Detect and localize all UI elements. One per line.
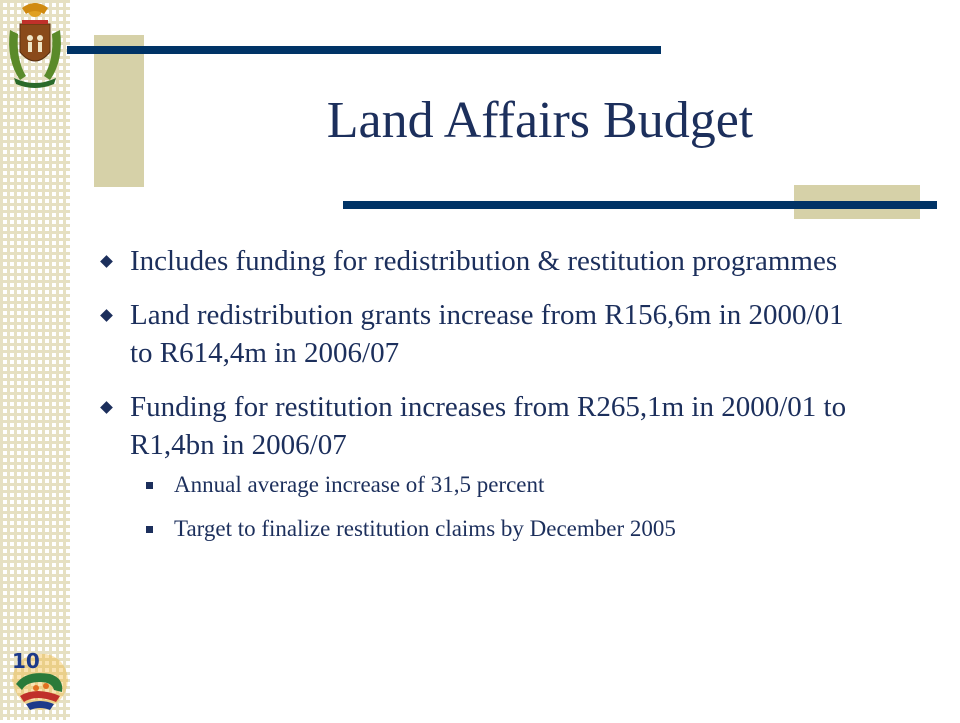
left-decorative-stripe — [0, 0, 70, 720]
diamond-bullet-icon — [100, 309, 113, 322]
sub-bullet-item: Annual average increase of 31,5 percent — [130, 468, 868, 502]
square-bullet-icon — [146, 482, 153, 489]
bullet-text: Includes funding for redistribution & re… — [130, 245, 838, 277]
svg-text:10: 10 — [12, 649, 40, 673]
bullet-item: Land redistribution grants increase from… — [98, 296, 868, 372]
decorative-navy-bar-bottom — [343, 201, 937, 209]
diamond-bullet-icon — [100, 401, 113, 414]
slide-title: Land Affairs Budget — [326, 92, 754, 149]
diamond-bullet-icon — [100, 255, 113, 268]
sub-bullet-text: Annual average increase of 31,5 percent — [174, 472, 545, 497]
decorative-tan-block-left — [94, 35, 144, 187]
bullet-text: Land redistribution grants increase from… — [130, 299, 844, 369]
square-bullet-icon — [146, 526, 153, 533]
bullet-text: Funding for restitution increases from R… — [130, 391, 847, 461]
sub-bullet-item: Target to finalize restitution claims by… — [130, 512, 868, 546]
bullet-item: Includes funding for redistribution & re… — [98, 242, 868, 280]
sub-bullet-text: Target to finalize restitution claims by… — [174, 516, 676, 541]
ten-years-of-freedom-logo-icon: 10 — [6, 640, 74, 718]
bullet-item: Funding for restitution increases from R… — [98, 388, 868, 546]
decorative-navy-bar-top — [67, 46, 661, 54]
coat-of-arms-icon — [2, 0, 68, 90]
bullet-list: Includes funding for redistribution & re… — [98, 242, 868, 562]
sub-bullet-list: Annual average increase of 31,5 percent … — [130, 468, 868, 546]
